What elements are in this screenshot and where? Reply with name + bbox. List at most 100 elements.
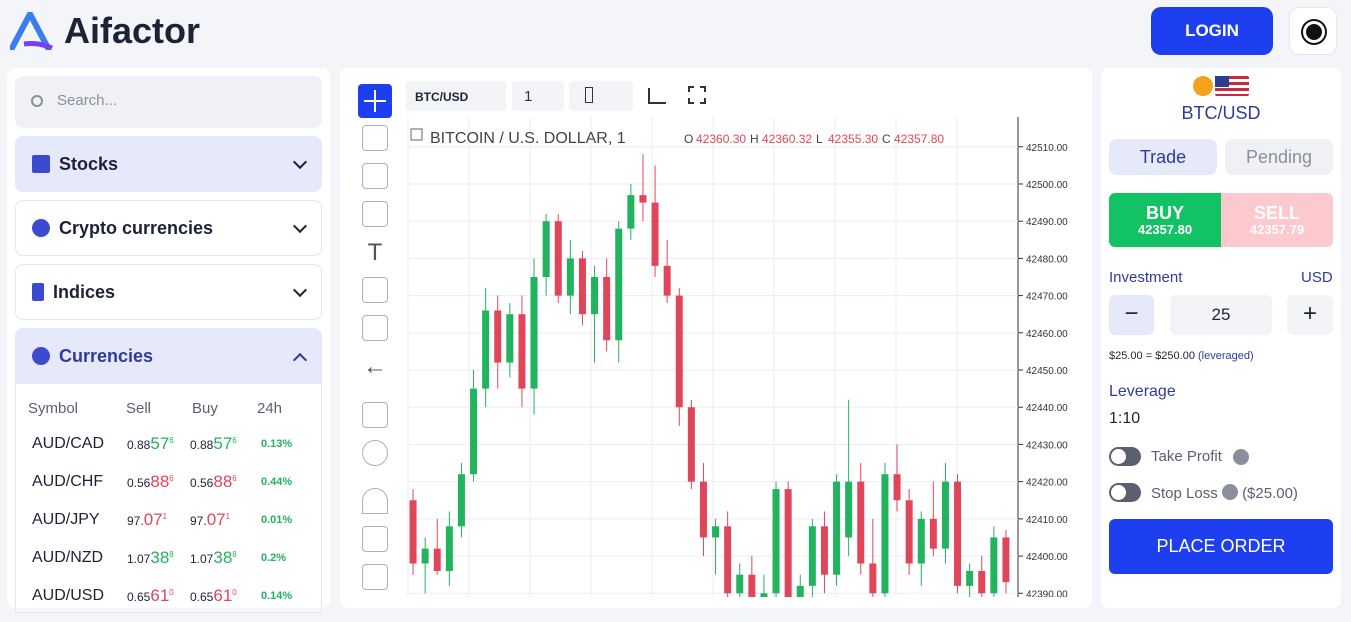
login-button[interactable]: LOGIN <box>1151 7 1273 55</box>
price-base: 0.56 <box>190 476 214 490</box>
currency-row: AUD/JPY 97.071 97.071 0.01% <box>27 508 317 546</box>
candle-body <box>470 388 478 475</box>
change: 0.01% <box>261 514 293 526</box>
price-chart: 42510.00 42500.00 42490.00 42480.00 42470.00… <box>407 117 1068 597</box>
decrease-button[interactable]: − <box>1109 295 1154 335</box>
symbol: AUD/JPY <box>32 511 100 528</box>
tab[interactable]: Trade <box>1109 139 1217 175</box>
magnet-tool[interactable] <box>362 488 388 514</box>
candle-body <box>869 563 877 594</box>
candle-body <box>712 526 720 538</box>
candle-body <box>433 548 441 571</box>
search[interactable]: Search... <box>15 76 322 128</box>
zoom-tool[interactable] <box>362 440 388 466</box>
symbol-input[interactable]: BTC/USD <box>406 81 506 111</box>
toggle[interactable] <box>1109 483 1141 502</box>
sell-button[interactable]: SELL 42357.79 <box>1221 193 1333 247</box>
collapse-icon[interactable] <box>410 128 423 141</box>
candle-body <box>494 310 502 363</box>
price-pips: 61 <box>213 586 233 605</box>
candle-body <box>736 574 744 594</box>
candle-body <box>699 481 707 538</box>
drawing-tool[interactable] <box>362 125 388 151</box>
buy-button[interactable]: BUY 42357.80 <box>1109 193 1221 247</box>
investment-summary: $25.00 = $250.00 (leveraged) <box>1109 350 1254 362</box>
fullscreen-button[interactable] <box>688 86 706 104</box>
sell-price: 0.56886 <box>127 472 174 492</box>
search-icon <box>31 95 43 107</box>
candle-body <box>663 265 671 296</box>
price-fraction: 6 <box>169 436 174 445</box>
section[interactable]: Indices <box>15 264 322 320</box>
currency-row: AUD/CHF 0.56886 0.56886 0.44% <box>27 470 317 508</box>
y-tick-label: 42450.00 <box>1026 366 1068 377</box>
buy-price: 0.88576 <box>190 434 237 454</box>
drawing-tool[interactable] <box>362 163 388 189</box>
crosshair-tool[interactable] <box>358 84 392 118</box>
col-header: Sell <box>126 400 152 417</box>
candle-body <box>820 526 828 575</box>
candle-body <box>917 518 925 564</box>
section[interactable]: Crypto currencies <box>15 200 322 256</box>
interval-select[interactable]: 1 <box>512 81 564 111</box>
price-fraction: 8 <box>169 550 174 559</box>
toggle[interactable] <box>1109 447 1141 466</box>
candle-body <box>421 548 429 564</box>
col-header: 24h <box>257 400 283 417</box>
amount-input[interactable]: 25 <box>1170 295 1272 335</box>
chart-type-select[interactable] <box>569 81 633 111</box>
trade-symbol: BTC/USD <box>1181 103 1261 123</box>
price-base: 0.88 <box>190 438 214 452</box>
drawing-tool[interactable] <box>362 277 388 303</box>
btc-icon <box>1193 76 1213 96</box>
change: 0.14% <box>261 590 293 602</box>
tab[interactable]: Pending <box>1225 139 1333 175</box>
symbol: AUD/CAD <box>32 435 105 452</box>
back-tool[interactable]: ← <box>363 353 387 380</box>
candle-body <box>796 585 804 597</box>
candle-body <box>445 526 453 571</box>
section[interactable]: Stocks <box>15 136 322 192</box>
lock-tool[interactable] <box>362 564 388 590</box>
section-label: Crypto currencies <box>59 217 214 238</box>
price-pips: 88 <box>150 472 170 491</box>
ohlc-key: O <box>684 132 693 146</box>
candle-body <box>772 489 780 594</box>
price-fraction: 1 <box>225 512 231 521</box>
y-tick-label: 42410.00 <box>1026 515 1068 526</box>
drawing-tool[interactable] <box>362 315 388 341</box>
price-base: 0.56 <box>127 476 151 490</box>
y-tick-label: 42490.00 <box>1026 217 1068 228</box>
price-pips: 88 <box>213 472 233 491</box>
text-tool[interactable]: T <box>367 239 383 266</box>
place-order-button[interactable]: PLACE ORDER <box>1109 519 1333 574</box>
ohlc-value: 42360.32 <box>762 132 812 146</box>
change: 0.44% <box>261 476 293 488</box>
buy-price: 0.65610 <box>190 586 237 606</box>
note: (leveraged) <box>1198 350 1254 362</box>
candle-body <box>566 258 574 296</box>
measure-tool[interactable] <box>362 402 388 428</box>
sell-price: 0.88576 <box>127 434 174 454</box>
price-pips: 07 <box>143 510 163 529</box>
theme-toggle[interactable] <box>1289 7 1337 55</box>
price-fraction: 6 <box>169 474 174 483</box>
candle-body <box>482 310 490 389</box>
price-pips: 57 <box>150 434 170 453</box>
sidebar: Search... Stocks Crypto currencies Indic… <box>7 68 330 613</box>
candle-body <box>954 481 962 586</box>
drawing-tool[interactable] <box>362 201 388 227</box>
candle-body <box>760 593 768 597</box>
ohlc-key: L <box>816 132 823 146</box>
candle-body <box>518 314 526 389</box>
section[interactable]: Currencies <box>15 328 322 384</box>
legend-title: BITCOIN / U.S. DOLLAR, 1 <box>430 130 626 147</box>
increase-button[interactable]: + <box>1287 295 1333 335</box>
take-profit: Take Profit <box>1151 448 1222 465</box>
buy-price: 1.07388 <box>190 548 237 568</box>
candle-body <box>687 407 695 482</box>
currency: USD <box>1301 269 1333 286</box>
lock-draw-tool[interactable] <box>362 526 388 552</box>
price-base: 97. <box>190 514 207 528</box>
indicators-button[interactable] <box>648 88 666 104</box>
